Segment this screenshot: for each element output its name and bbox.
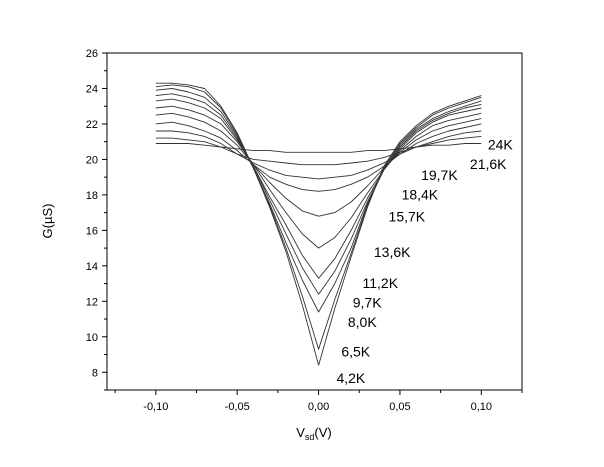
x-axis-title-unit: (V) — [314, 425, 331, 440]
series-label-1: 21,6K — [470, 156, 507, 172]
series-line-5 — [155, 105, 482, 249]
series-labels: 24K 21,6K 19,7K 18,4K 15,7K 13,6K 11,2K 9,7K 8,0… — [336, 137, 513, 386]
y-axis: 8 10 12 14 16 18 20 22 24 26 — [86, 48, 107, 391]
x-tick-label-1: -0,05 — [225, 401, 250, 413]
series-line-2 — [155, 88, 482, 313]
y-tick-label-2: 12 — [86, 296, 98, 308]
series-line-3 — [155, 93, 482, 295]
y-tick-label-6: 20 — [86, 154, 98, 166]
series-line-10 — [155, 143, 482, 153]
y-tick-label-0: 8 — [92, 367, 98, 379]
x-axis-title: Vsd(V) — [296, 425, 332, 442]
series-label-2: 19,7K — [421, 167, 458, 183]
y-axis-title: G(µS) — [40, 204, 55, 239]
series-label-3: 18,4K — [402, 186, 439, 202]
y-tick-label-7: 22 — [86, 119, 98, 131]
y-tick-label-8: 24 — [86, 83, 98, 95]
x-tick-label-3: 0,05 — [389, 401, 410, 413]
series-label-7: 9,7K — [353, 295, 382, 311]
series-label-9: 6,5K — [341, 343, 370, 359]
y-tick-label-3: 14 — [86, 261, 98, 273]
series-label-6: 11,2K — [363, 275, 399, 291]
series-label-5: 13,6K — [374, 244, 411, 260]
plot-frame — [106, 52, 523, 391]
y-tick-label-1: 10 — [86, 332, 98, 344]
x-axis-title-main: V — [296, 425, 305, 440]
y-tick-label-5: 18 — [86, 190, 98, 202]
x-tick-label-0: -0,10 — [143, 401, 168, 413]
series-line-8 — [155, 130, 482, 180]
series-label-0: 24K — [488, 137, 514, 153]
x-tick-label-4: 0,10 — [471, 401, 492, 413]
x-axis: -0,10 -0,05 0,00 0,05 0,10 — [114, 390, 523, 413]
series-label-8: 8,0K — [348, 314, 377, 330]
series-group — [155, 82, 482, 366]
series-line-9 — [155, 135, 482, 166]
series-line-1 — [155, 84, 482, 350]
x-tick-label-2: 0,00 — [308, 401, 329, 413]
series-line-6 — [155, 112, 482, 217]
y-tick-label-4: 16 — [86, 225, 98, 237]
series-label-4: 15,7K — [389, 209, 426, 225]
series-line-0 — [155, 82, 482, 366]
x-axis-title-subscript: sd — [305, 432, 315, 442]
y-tick-label-9: 26 — [86, 48, 98, 60]
series-line-4 — [155, 98, 482, 279]
series-line-7 — [155, 121, 482, 192]
series-label-10: 4,2K — [336, 370, 365, 386]
